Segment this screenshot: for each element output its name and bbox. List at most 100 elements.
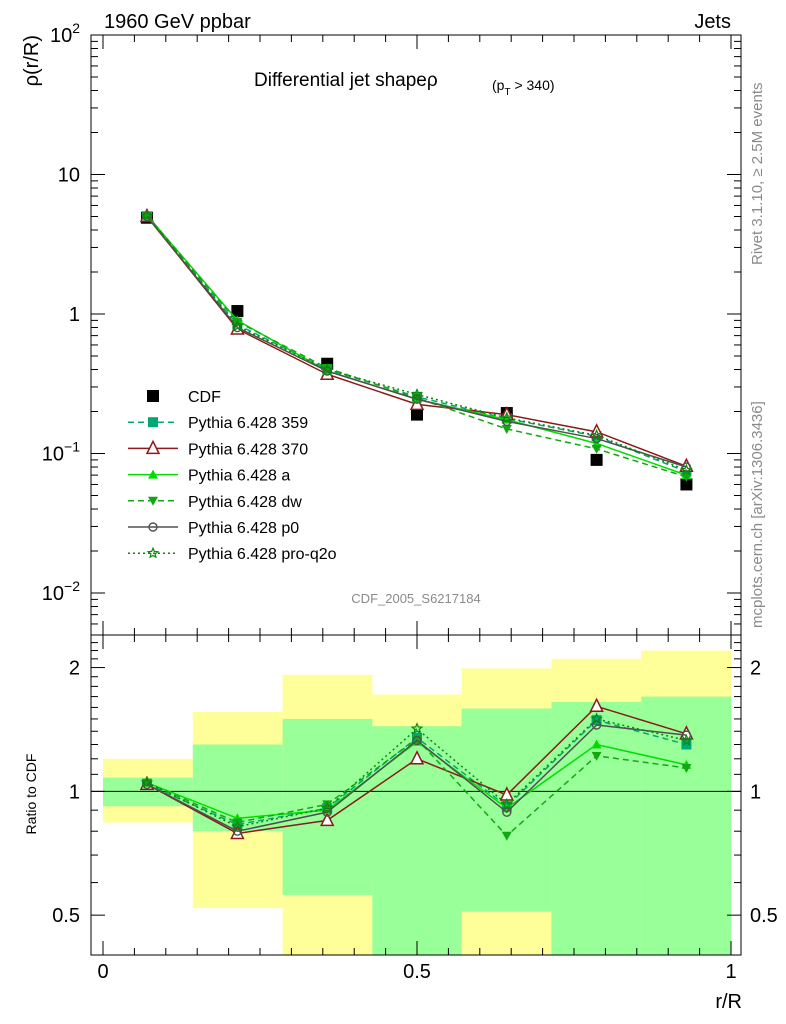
tick-base: 10 bbox=[42, 583, 64, 605]
x-axis-label: r/R bbox=[715, 991, 742, 1013]
main-data-point bbox=[591, 433, 602, 444]
ratio-y-axis-label: Ratio to CDF bbox=[23, 754, 39, 835]
main-y-axis-label: ρ(r/R) bbox=[21, 35, 43, 86]
main-data-point bbox=[322, 364, 333, 374]
tick-exponent: 2 bbox=[72, 20, 80, 36]
main-y-tick-label: 1 bbox=[69, 304, 80, 326]
green-uncertainty-band bbox=[551, 701, 642, 955]
ratio-y-tick-label-left: 2 bbox=[69, 658, 80, 680]
main-data-point bbox=[590, 428, 603, 441]
legend-label: Pythia 6.428 pro-q2o bbox=[188, 546, 337, 563]
ratio-data-point bbox=[322, 807, 332, 817]
ratio-data-point bbox=[590, 712, 603, 725]
legend-item: Pythia 6.428 a bbox=[128, 468, 290, 485]
ratio-series-pythia-6-428-pro-q2o bbox=[140, 712, 693, 833]
main-data-point bbox=[502, 416, 512, 427]
mcplots-citation-label: mcplots.cern.ch [arXiv:1306.3436] bbox=[749, 401, 766, 628]
main-data-point bbox=[680, 478, 693, 491]
legend-marker-swatch bbox=[145, 439, 161, 455]
ratio-y-tick-label-right: 1 bbox=[750, 781, 761, 803]
legend-label: Pythia 6.428 p0 bbox=[188, 520, 299, 537]
ratio-y-tick-label-right: 2 bbox=[750, 658, 761, 680]
main-series-pythia-6-428-p0 bbox=[142, 211, 692, 472]
main-series-line bbox=[146, 214, 687, 478]
ratio-y-tick-label-right: 0.5 bbox=[750, 905, 778, 927]
main-y-tick-label: 10−2 bbox=[42, 578, 80, 605]
ratio-y-tick-label-left: 1 bbox=[69, 781, 80, 803]
main-data-point bbox=[590, 453, 603, 466]
tick-base: 10 bbox=[42, 444, 64, 466]
ratio-data-point bbox=[322, 800, 333, 810]
ratio-data-point bbox=[412, 735, 422, 746]
header-energy-label: 1960 GeV ppbar bbox=[104, 11, 251, 33]
ratio-data-point bbox=[231, 820, 244, 833]
main-series-line bbox=[146, 216, 687, 473]
ratio-data-point bbox=[502, 807, 512, 817]
main-data-point bbox=[681, 472, 692, 482]
ratio-data-point bbox=[319, 811, 335, 827]
main-data-point bbox=[231, 319, 244, 332]
header-process-label: Jets bbox=[694, 11, 731, 33]
main-data-point bbox=[410, 387, 424, 400]
ratio-data-point bbox=[500, 797, 514, 810]
ratio-series-line bbox=[146, 724, 687, 832]
legend: CDF Pythia 6.428 359 Pythia 6.428 370 Pythi… bbox=[128, 389, 337, 563]
ratio-data-point bbox=[681, 739, 692, 750]
tick-exponent: −2 bbox=[64, 578, 80, 594]
main-frame bbox=[90, 34, 742, 636]
legend-marker-swatch bbox=[147, 390, 159, 402]
ratio-data-point bbox=[591, 751, 602, 761]
tick-base: 1 bbox=[69, 304, 80, 326]
main-y-tick-label: 102 bbox=[50, 20, 80, 47]
ratio-series-layer bbox=[139, 697, 694, 841]
main-data-point bbox=[500, 411, 514, 424]
ratio-data-point bbox=[681, 730, 692, 740]
legend-label: Pythia 6.428 359 bbox=[188, 415, 308, 432]
main-y-tick-label: 10 bbox=[58, 165, 80, 187]
main-series-pythia-6-428-a bbox=[141, 210, 692, 480]
legend-label: CDF bbox=[188, 389, 221, 406]
main-data-point bbox=[320, 362, 334, 375]
ratio-data-point bbox=[230, 824, 245, 840]
tick-base: 10 bbox=[58, 165, 80, 187]
legend-item: Pythia 6.428 370 bbox=[128, 439, 308, 458]
ratio-data-point bbox=[589, 697, 604, 713]
legend-item: Pythia 6.428 359 bbox=[128, 415, 308, 432]
main-series-layer bbox=[139, 207, 694, 491]
x-tick-label: 0 bbox=[97, 961, 108, 983]
legend-label: Pythia 6.428 370 bbox=[188, 441, 308, 458]
ratio-data-point bbox=[409, 750, 425, 765]
legend-marker-swatch bbox=[148, 417, 158, 428]
legend-label: Pythia 6.428 a bbox=[188, 468, 290, 485]
ratio-data-point bbox=[680, 733, 693, 746]
ratio-y-tick-label-left: 0.5 bbox=[52, 905, 80, 927]
ratio-series-line bbox=[146, 718, 687, 828]
plot-title: Differential jet shapeρ bbox=[254, 70, 438, 91]
main-series-line bbox=[146, 215, 687, 471]
main-data-point bbox=[501, 424, 512, 434]
legend-item: Pythia 6.428 pro-q2o bbox=[128, 546, 337, 563]
ratio-frame bbox=[90, 634, 742, 956]
ratio-data-point bbox=[591, 739, 602, 749]
main-y-tick-label: 10−1 bbox=[42, 439, 80, 466]
legend-item: CDF bbox=[147, 389, 221, 406]
legend-label: Pythia 6.428 dw bbox=[188, 494, 302, 511]
ratio-data-point bbox=[320, 801, 334, 814]
main-data-point bbox=[681, 462, 692, 472]
legend-marker-swatch bbox=[148, 522, 158, 532]
plot-title-sub: (pT > 340) bbox=[492, 77, 555, 98]
x-tick-label: 0.5 bbox=[403, 961, 431, 983]
main-data-point bbox=[142, 211, 152, 222]
main-data-point bbox=[591, 444, 602, 454]
legend-marker-swatch bbox=[146, 546, 160, 559]
x-tick-label: 1 bbox=[725, 961, 736, 983]
main-series-line bbox=[146, 214, 687, 476]
legend-item: Pythia 6.428 dw bbox=[128, 494, 302, 511]
ratio-data-point bbox=[501, 831, 512, 841]
main-data-point bbox=[411, 408, 423, 421]
ratio-data-point bbox=[140, 776, 154, 788]
tick-base: 10 bbox=[50, 25, 72, 47]
analysis-id-watermark: CDF_2005_S6217184 bbox=[351, 591, 480, 606]
